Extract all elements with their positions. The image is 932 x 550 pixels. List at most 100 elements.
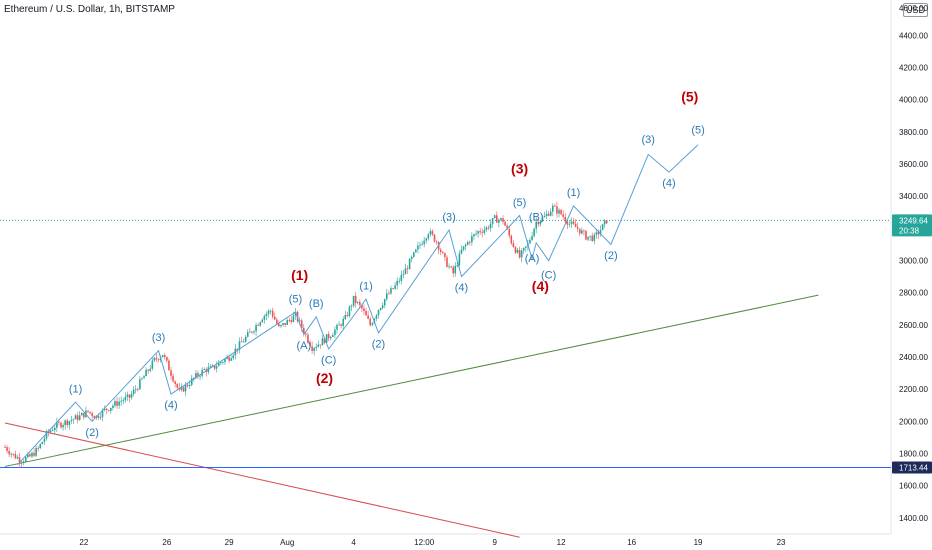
currency-badge[interactable]: USD bbox=[903, 3, 929, 17]
candle-body bbox=[186, 384, 189, 387]
candle-body bbox=[545, 213, 548, 217]
candle-body bbox=[62, 425, 64, 428]
candle-body bbox=[197, 373, 199, 376]
candle-body bbox=[493, 215, 496, 219]
wave-label-sub: (3) bbox=[152, 332, 165, 344]
wave-label-sub: (4) bbox=[455, 282, 468, 294]
candle-body bbox=[429, 231, 432, 235]
wave-label-major: (5) bbox=[681, 88, 698, 104]
candle-body bbox=[456, 265, 459, 266]
candle-body bbox=[51, 430, 54, 431]
candle-body bbox=[520, 250, 523, 258]
candle-body bbox=[220, 362, 222, 363]
candle-body bbox=[305, 333, 307, 335]
x-tick-label: 29 bbox=[225, 538, 234, 547]
candle-body bbox=[273, 316, 276, 320]
candle-body bbox=[514, 247, 517, 253]
candle-body bbox=[379, 307, 382, 310]
candle-body bbox=[417, 245, 419, 250]
candle-body bbox=[124, 396, 127, 401]
candle-body bbox=[321, 338, 324, 346]
candle-body bbox=[80, 412, 83, 416]
candle-body bbox=[114, 401, 116, 406]
candle-body bbox=[425, 238, 428, 241]
candle-body bbox=[487, 227, 490, 229]
candle-body bbox=[510, 235, 513, 244]
candle-body bbox=[33, 452, 35, 456]
candle-body bbox=[535, 221, 537, 229]
candle-body bbox=[139, 379, 141, 390]
candle-body bbox=[238, 341, 241, 350]
candle-body bbox=[6, 447, 8, 452]
candle-body bbox=[566, 221, 569, 225]
candle-body bbox=[431, 231, 434, 235]
candle-body bbox=[522, 247, 525, 251]
candle-body bbox=[589, 235, 591, 237]
candle-body bbox=[93, 416, 96, 419]
candle-body bbox=[568, 223, 571, 225]
candle-body bbox=[66, 420, 69, 425]
y-tick-label-top: 4600.00 bbox=[899, 4, 928, 13]
candle-body bbox=[525, 246, 527, 248]
candle-body bbox=[261, 319, 264, 323]
candle-body bbox=[172, 375, 174, 382]
candle-body bbox=[398, 280, 401, 282]
candle-body bbox=[562, 214, 564, 217]
candle-body bbox=[267, 310, 270, 314]
candle-body bbox=[473, 234, 475, 237]
x-tick-label: 23 bbox=[777, 538, 786, 547]
candle-body bbox=[392, 288, 394, 289]
candle-body bbox=[58, 422, 60, 423]
elliott-wave-path bbox=[17, 144, 699, 466]
candle-body bbox=[346, 315, 349, 316]
x-tick-label: 22 bbox=[79, 538, 88, 547]
candle-body bbox=[591, 235, 594, 241]
candle-body bbox=[317, 344, 320, 347]
wave-label-sub: (5) bbox=[513, 197, 526, 209]
candle-body bbox=[471, 236, 473, 243]
candle-body bbox=[182, 387, 185, 392]
candle-body bbox=[442, 251, 444, 254]
wave-label-major: (3) bbox=[511, 161, 528, 177]
candle-body bbox=[99, 416, 102, 418]
candle-body bbox=[276, 319, 278, 324]
candle-body bbox=[232, 355, 235, 359]
candle-body bbox=[383, 299, 386, 306]
wave-label-sub: (2) bbox=[604, 250, 617, 262]
candle-body bbox=[354, 295, 357, 303]
candle-body bbox=[155, 357, 158, 360]
candle-body bbox=[170, 370, 172, 376]
candle-body bbox=[543, 216, 546, 218]
candle-body bbox=[265, 313, 268, 316]
candle-body bbox=[240, 341, 243, 343]
candle-body bbox=[215, 366, 218, 369]
candle-body bbox=[371, 323, 374, 326]
x-tick-label: 16 bbox=[627, 538, 636, 547]
wave-label-sub: (3) bbox=[642, 134, 655, 146]
resistance-trendline bbox=[4, 422, 520, 538]
candle-body bbox=[481, 232, 484, 234]
candle-body bbox=[427, 234, 430, 239]
candle-body bbox=[359, 302, 361, 305]
candle-body bbox=[222, 362, 224, 363]
y-tick-label: 2800.00 bbox=[899, 289, 928, 298]
candle-body bbox=[147, 369, 149, 371]
candle-body bbox=[386, 293, 388, 300]
y-tick-label: 3400.00 bbox=[899, 192, 928, 201]
candle-body bbox=[54, 427, 56, 431]
candle-body bbox=[365, 311, 367, 316]
candle-body bbox=[554, 205, 556, 207]
candle-body bbox=[469, 241, 471, 243]
candle-body bbox=[18, 457, 21, 463]
candle-body bbox=[452, 267, 454, 274]
candle-body bbox=[193, 377, 195, 379]
candle-body bbox=[375, 315, 378, 319]
candle-body bbox=[27, 454, 29, 458]
candle-body bbox=[593, 234, 596, 241]
candle-body bbox=[149, 368, 152, 371]
candle-body bbox=[396, 280, 398, 286]
x-tick-label: 9 bbox=[492, 538, 497, 547]
candle-body bbox=[137, 389, 139, 391]
candle-body bbox=[195, 373, 197, 378]
